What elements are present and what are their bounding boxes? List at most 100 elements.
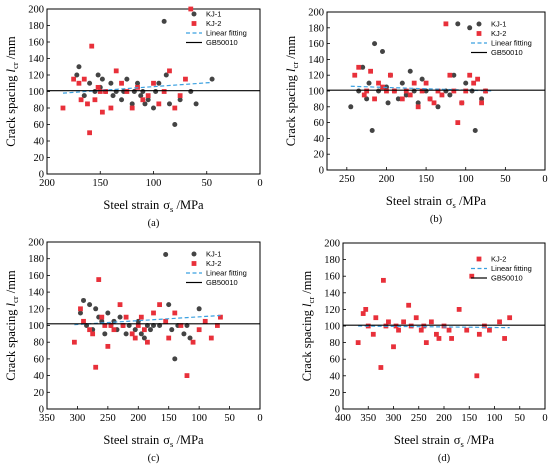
y-tick-label: 0 (335, 405, 340, 416)
y-tick-label: 20 (330, 388, 341, 399)
x-tick-label: 50 (202, 178, 213, 189)
data-point-circle (366, 80, 372, 86)
y-tick-label: 0 (319, 166, 324, 177)
legend-label: KJ-2 (491, 29, 506, 38)
data-point-square (435, 88, 441, 94)
data-point-circle (166, 302, 172, 308)
series-kj-1 (348, 21, 489, 133)
data-point-square (449, 336, 454, 341)
data-point-square (439, 92, 445, 98)
data-point-square (355, 340, 361, 345)
legend-label: Linear fitting (206, 29, 247, 38)
data-point-circle (138, 93, 144, 99)
data-point-circle (87, 302, 93, 308)
data-point-circle (385, 100, 391, 106)
data-point-square (399, 96, 405, 102)
data-point-square (456, 307, 462, 312)
data-point-square (119, 80, 124, 86)
data-point-circle (145, 97, 151, 103)
data-point-square (381, 277, 386, 283)
y-axis-title-symbol: l (4, 68, 18, 72)
x-tick-label: 100 (458, 174, 474, 185)
x-axis-title: Steel strain σs /MPa (386, 194, 487, 210)
data-point-circle (124, 76, 130, 82)
y-axis-title: Crack spacing lcr /mm (300, 271, 316, 382)
y-tick-label: 160 (28, 38, 44, 49)
data-point-square (467, 72, 473, 78)
legend-label: Linear fitting (491, 264, 532, 273)
data-point-square (391, 344, 396, 350)
data-point-square (388, 72, 393, 78)
data-point-square (423, 340, 429, 345)
legend-marker-swatch (191, 21, 197, 26)
data-point-square (407, 92, 413, 98)
x-tick-label: 350 (39, 413, 55, 424)
data-point-circle (193, 101, 199, 107)
y-tick-label: 100 (308, 87, 324, 98)
x-tick-label: 150 (418, 174, 434, 185)
data-point-square (376, 80, 381, 86)
data-point-circle (172, 356, 178, 362)
legend-item: KJ-1 (191, 10, 221, 19)
data-point-square (363, 307, 369, 312)
x-tick-label: 50 (515, 413, 526, 424)
x-tick-label: 200 (130, 413, 146, 424)
x-tick-label: 0 (257, 413, 262, 424)
data-point-square (413, 315, 419, 321)
data-point-circle (169, 327, 175, 333)
data-point-square (172, 310, 178, 316)
x-axis-title-text: Steel strain (103, 198, 160, 212)
data-point-circle (469, 88, 475, 94)
data-point-square (71, 339, 77, 345)
data-point-circle (166, 101, 172, 107)
data-point-square (99, 109, 105, 115)
y-tick-label: 60 (314, 118, 325, 129)
x-axis-title-symbol: σ (163, 433, 170, 447)
data-point-square (459, 100, 465, 106)
x-axis-title-subscript: s (453, 200, 456, 210)
data-point-square (120, 323, 126, 328)
data-point-square (141, 327, 147, 333)
data-point-square (370, 331, 376, 337)
data-point-square (361, 92, 367, 98)
x-axis-title-subscript: s (170, 204, 173, 214)
data-point-circle (188, 89, 194, 94)
x-tick-label: 200 (379, 174, 395, 185)
data-point-square (451, 88, 457, 94)
data-point-circle (117, 314, 123, 320)
data-point-circle (140, 89, 146, 94)
x-tick-label: 0 (542, 174, 547, 185)
data-point-circle (153, 89, 159, 94)
y-tick-label: 120 (308, 71, 324, 82)
x-tick-label: 0 (542, 413, 547, 424)
data-point-square (475, 76, 481, 82)
data-point-square (483, 88, 488, 94)
data-point-circle (360, 64, 366, 70)
y-axis-title-symbol: l (300, 303, 314, 307)
data-point-square (140, 97, 146, 103)
data-point-square (123, 314, 129, 320)
x-axis-title: Steel strain σs /MPa (103, 433, 204, 449)
data-point-square (135, 323, 141, 328)
data-point-circle (119, 97, 125, 103)
legend-item: KJ-1 (476, 20, 506, 29)
series-linear-fitting (74, 314, 221, 326)
data-point-square (446, 327, 452, 333)
data-point-circle (81, 297, 87, 303)
data-point-square (151, 80, 156, 86)
data-point-circle (415, 100, 421, 106)
y-tick-label: 100 (28, 87, 44, 98)
data-point-square (447, 72, 453, 78)
x-axis-title-text: Steel strain (394, 433, 451, 447)
legend-item: KJ-2 (191, 19, 221, 28)
data-point-circle (209, 76, 215, 82)
data-point-circle (147, 327, 153, 333)
data-point-square (163, 318, 169, 324)
x-tick-label: 300 (386, 413, 402, 424)
data-point-square (111, 327, 117, 333)
x-axis-title-unit: /MPa (173, 433, 204, 447)
legend-item: KJ-1 (191, 250, 221, 259)
data-point-square (113, 68, 119, 74)
y-tick-label: 120 (28, 304, 44, 315)
